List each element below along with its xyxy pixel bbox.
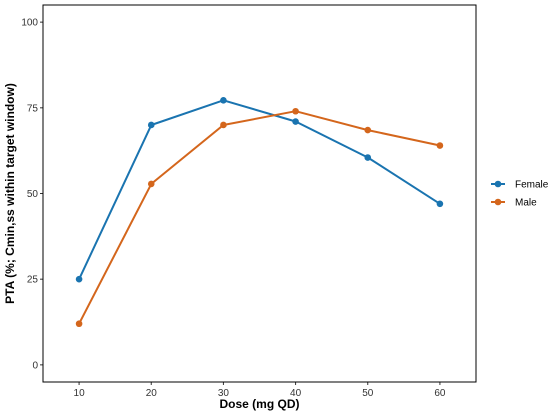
data-point-female [75,275,83,283]
legend-key-point [494,180,502,188]
y-tick-label: 0 [32,360,38,371]
y-tick-label: 75 [27,103,39,114]
y-axis-title: PTA (%; Cmin,ss within target window) [3,83,17,304]
x-tick-label: 20 [146,388,158,399]
data-point-male [75,320,83,328]
x-tick-label: 30 [218,388,230,399]
data-point-male [147,180,155,188]
legend-item-female: Female [491,180,549,191]
legend-label: Male [515,198,537,209]
series-line-female [78,99,441,280]
plot-panel-border [42,4,477,383]
legend-key-point [494,198,502,206]
x-axis-title: Dose (mg QD) [219,397,299,411]
data-point-female [436,200,444,208]
data-point-male [436,142,444,149]
series-line-male [78,110,441,325]
legend-label: Female [515,180,549,191]
x-tick-label: 10 [74,388,86,399]
data-point-female [220,96,227,104]
data-point-male [364,126,372,134]
y-axis-ticks: 0 25 50 75 100 [21,18,43,371]
x-tick-label: 40 [290,388,302,399]
data-point-male [292,107,299,115]
x-tick-label: 60 [434,388,446,399]
legend: Female Male [491,180,549,209]
data-point-male [220,121,227,129]
y-tick-label: 25 [27,275,39,286]
y-tick-label: 100 [21,18,38,29]
y-tick-label: 50 [27,189,39,200]
series-layer [75,96,444,328]
data-point-female [147,121,155,129]
data-point-female [292,118,299,125]
legend-item-male: Male [491,198,537,209]
data-point-female [364,154,372,161]
x-tick-label: 50 [362,388,374,399]
